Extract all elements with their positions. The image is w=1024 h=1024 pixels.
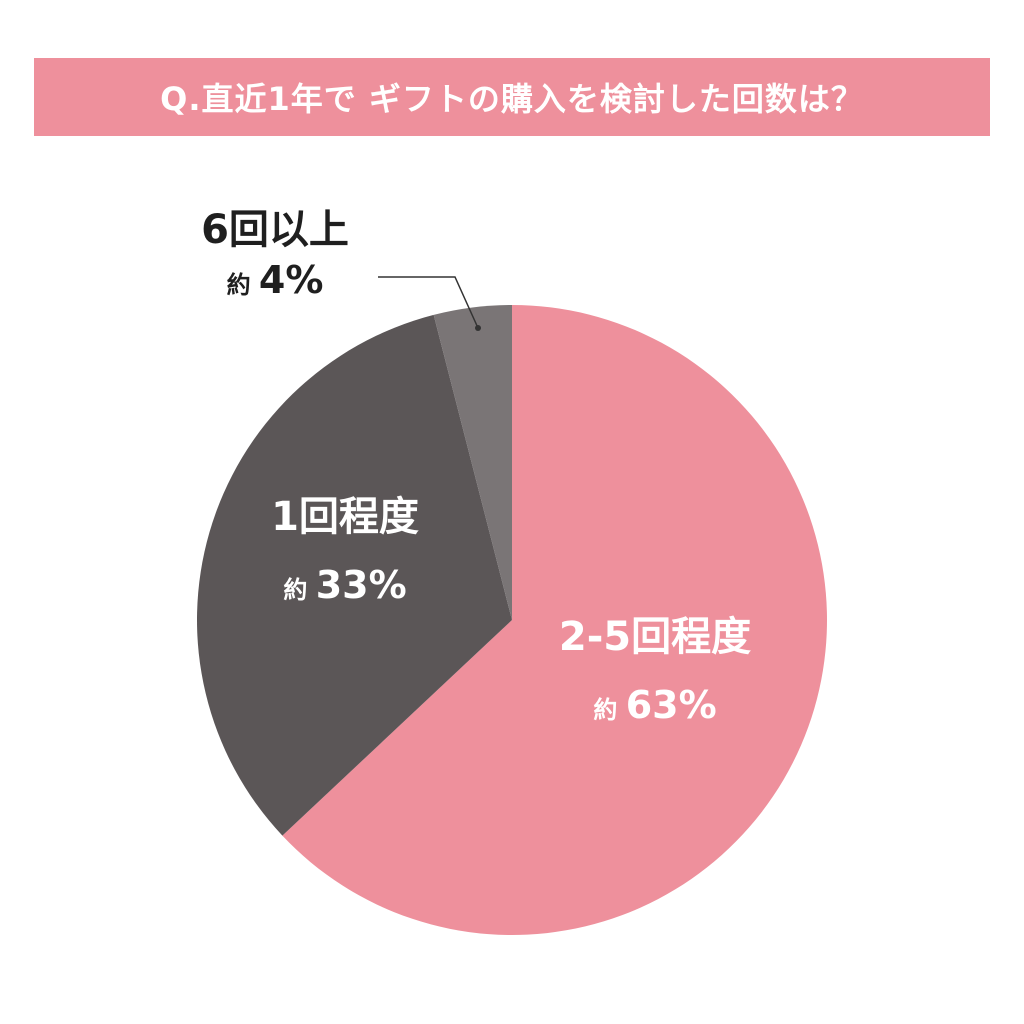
slice-label-3: 6回以上 <box>201 207 349 253</box>
pie-slice-1 <box>282 305 827 935</box>
slice-value-2: 約 33% <box>283 563 406 607</box>
chart-title: Q.直近1年で ギフトの購入を検討した回数は？ <box>160 80 864 118</box>
slice-label-1: 2-5回程度 <box>559 614 751 660</box>
pie-slices <box>196 305 827 935</box>
title-banner: Q.直近1年で ギフトの購入を検討した回数は？ <box>34 58 990 136</box>
slice-label-2: 1回程度 <box>271 494 419 540</box>
slice-value-1: 約 63% <box>593 683 716 727</box>
pie-slice-3 <box>433 305 512 620</box>
slice-value-3: 約 4% <box>227 258 324 302</box>
leader-line-group <box>378 276 481 331</box>
leader-line <box>378 276 479 329</box>
leader-dot <box>475 325 481 331</box>
pie-slice-2 <box>196 314 512 836</box>
